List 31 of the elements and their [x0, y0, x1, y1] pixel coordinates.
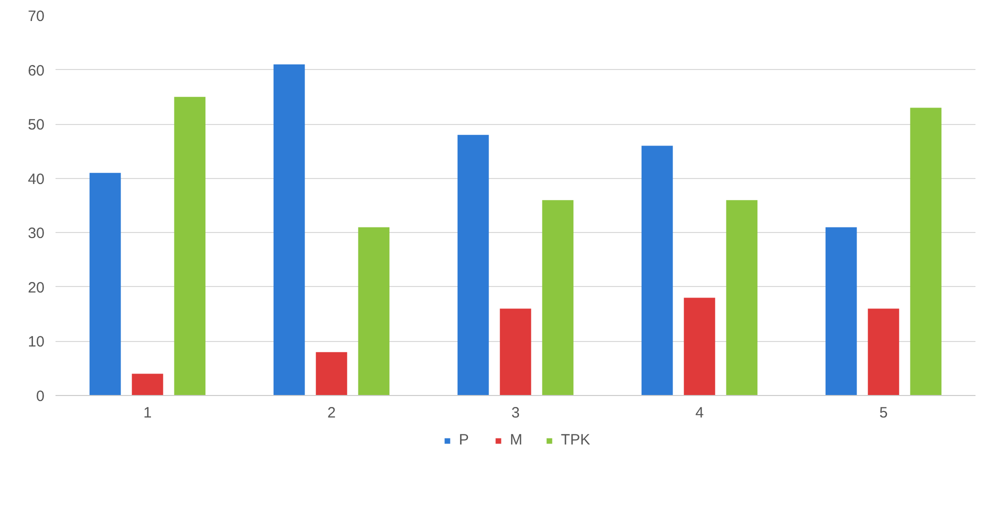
y-tick-label: 60	[28, 62, 45, 80]
legend-label: P	[458, 432, 470, 448]
bar	[90, 172, 121, 396]
y-tick-label: 30	[28, 225, 45, 242]
x-tick-label: 1	[143, 404, 152, 422]
bar	[500, 308, 532, 396]
y-tick-label: 0	[36, 388, 44, 405]
x-tick-label: 3	[511, 404, 520, 422]
bar	[542, 200, 574, 396]
bar	[458, 134, 489, 396]
bar	[174, 96, 206, 396]
y-tick-label: 40	[28, 170, 45, 188]
y-tick-label: 20	[28, 279, 45, 296]
x-tick-label: 4	[695, 404, 704, 422]
bar	[826, 227, 857, 396]
bar	[868, 308, 900, 396]
x-tick-label: 2	[327, 404, 336, 422]
bar	[642, 146, 673, 396]
bar	[316, 352, 348, 396]
legend-label: M	[510, 432, 524, 448]
legend-label: TPK	[560, 432, 590, 448]
x-tick-label: 5	[879, 404, 888, 422]
bar	[910, 108, 942, 396]
bar	[684, 298, 716, 396]
bar	[132, 374, 164, 396]
bar	[274, 64, 305, 396]
y-tick-label: 10	[28, 334, 45, 351]
y-tick-label: 50	[28, 116, 45, 134]
y-tick-label: 70	[28, 8, 45, 25]
bar	[358, 227, 390, 396]
bar	[726, 200, 758, 396]
